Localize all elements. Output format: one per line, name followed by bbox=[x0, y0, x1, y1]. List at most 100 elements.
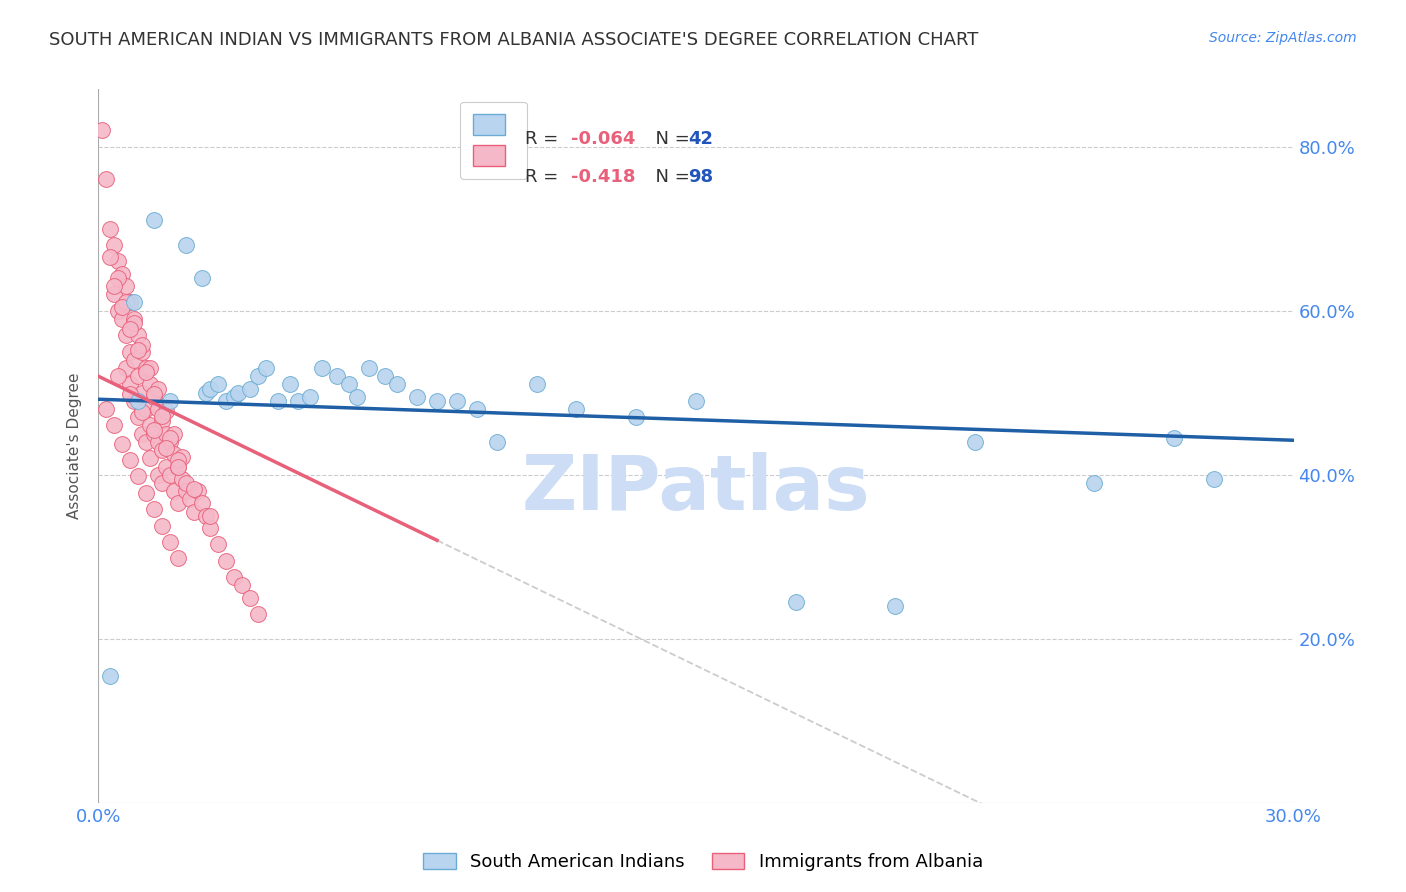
Point bbox=[183, 505, 205, 519]
Point bbox=[159, 431, 181, 445]
Point bbox=[98, 251, 122, 265]
Point bbox=[120, 322, 142, 336]
Point bbox=[287, 393, 309, 408]
Point bbox=[207, 537, 229, 551]
Point bbox=[191, 270, 214, 285]
Point bbox=[127, 469, 149, 483]
Point bbox=[131, 405, 153, 419]
Point bbox=[231, 578, 253, 592]
Point bbox=[426, 393, 449, 408]
Point bbox=[167, 453, 190, 467]
Point bbox=[139, 377, 162, 392]
Point bbox=[172, 472, 194, 486]
Point bbox=[339, 377, 361, 392]
Point bbox=[124, 316, 146, 330]
Point bbox=[135, 485, 157, 500]
Y-axis label: Associate's Degree: Associate's Degree bbox=[67, 373, 83, 519]
Point bbox=[485, 434, 508, 449]
Point bbox=[143, 213, 166, 227]
Legend: , : , bbox=[460, 102, 527, 178]
Point bbox=[465, 402, 488, 417]
Point bbox=[226, 385, 249, 400]
Point bbox=[131, 344, 153, 359]
Point bbox=[198, 508, 221, 523]
Point bbox=[96, 402, 118, 417]
Point bbox=[103, 287, 125, 301]
Point bbox=[124, 311, 146, 326]
Point bbox=[183, 483, 205, 497]
Point bbox=[143, 426, 166, 441]
Point bbox=[139, 361, 162, 376]
Text: -0.418: -0.418 bbox=[571, 169, 636, 186]
Point bbox=[198, 382, 221, 396]
Point bbox=[111, 436, 134, 450]
Point bbox=[135, 361, 157, 376]
Point bbox=[124, 352, 146, 367]
Point bbox=[131, 338, 153, 352]
Point bbox=[150, 475, 173, 490]
Point bbox=[385, 377, 409, 392]
Point bbox=[884, 599, 907, 613]
Point bbox=[191, 496, 214, 510]
Point bbox=[107, 303, 129, 318]
Point bbox=[127, 328, 149, 343]
Point bbox=[565, 402, 588, 417]
Point bbox=[135, 434, 157, 449]
Point bbox=[127, 343, 149, 357]
Point bbox=[124, 393, 146, 408]
Point bbox=[115, 328, 138, 343]
Point bbox=[167, 496, 190, 510]
Point bbox=[124, 295, 146, 310]
Point bbox=[311, 361, 333, 376]
Text: Source: ZipAtlas.com: Source: ZipAtlas.com bbox=[1209, 31, 1357, 45]
Point bbox=[215, 554, 238, 568]
Point bbox=[103, 418, 125, 433]
Text: N =: N = bbox=[644, 129, 696, 148]
Text: R =: R = bbox=[524, 129, 564, 148]
Point bbox=[222, 390, 245, 404]
Point bbox=[120, 295, 142, 310]
Point bbox=[159, 393, 181, 408]
Point bbox=[115, 361, 138, 376]
Point bbox=[96, 172, 118, 186]
Point bbox=[246, 607, 269, 622]
Point bbox=[135, 365, 157, 379]
Point bbox=[267, 393, 290, 408]
Point bbox=[127, 410, 149, 425]
Point bbox=[115, 279, 138, 293]
Point bbox=[1202, 472, 1225, 486]
Point bbox=[446, 393, 468, 408]
Point bbox=[785, 595, 807, 609]
Point bbox=[131, 426, 153, 441]
Text: R =: R = bbox=[524, 169, 569, 186]
Point bbox=[406, 390, 429, 404]
Point bbox=[111, 267, 134, 281]
Point bbox=[127, 369, 149, 384]
Point bbox=[148, 434, 170, 449]
Point bbox=[167, 551, 190, 566]
Point bbox=[103, 279, 125, 293]
Point bbox=[127, 393, 149, 408]
Point bbox=[155, 403, 177, 417]
Point bbox=[159, 434, 181, 449]
Point bbox=[187, 484, 209, 499]
Point bbox=[107, 254, 129, 268]
Point bbox=[222, 570, 245, 584]
Point bbox=[626, 410, 648, 425]
Point bbox=[103, 238, 125, 252]
Point bbox=[254, 361, 277, 376]
Point bbox=[115, 295, 138, 310]
Text: ZIPatlas: ZIPatlas bbox=[522, 452, 870, 525]
Point bbox=[374, 369, 396, 384]
Text: -0.064: -0.064 bbox=[571, 129, 636, 148]
Point bbox=[298, 390, 321, 404]
Point bbox=[150, 409, 173, 423]
Point bbox=[159, 467, 181, 482]
Point bbox=[163, 447, 186, 461]
Point bbox=[163, 426, 186, 441]
Point bbox=[143, 424, 166, 438]
Point bbox=[155, 442, 177, 456]
Point bbox=[143, 390, 166, 404]
Point bbox=[326, 369, 349, 384]
Point bbox=[135, 402, 157, 417]
